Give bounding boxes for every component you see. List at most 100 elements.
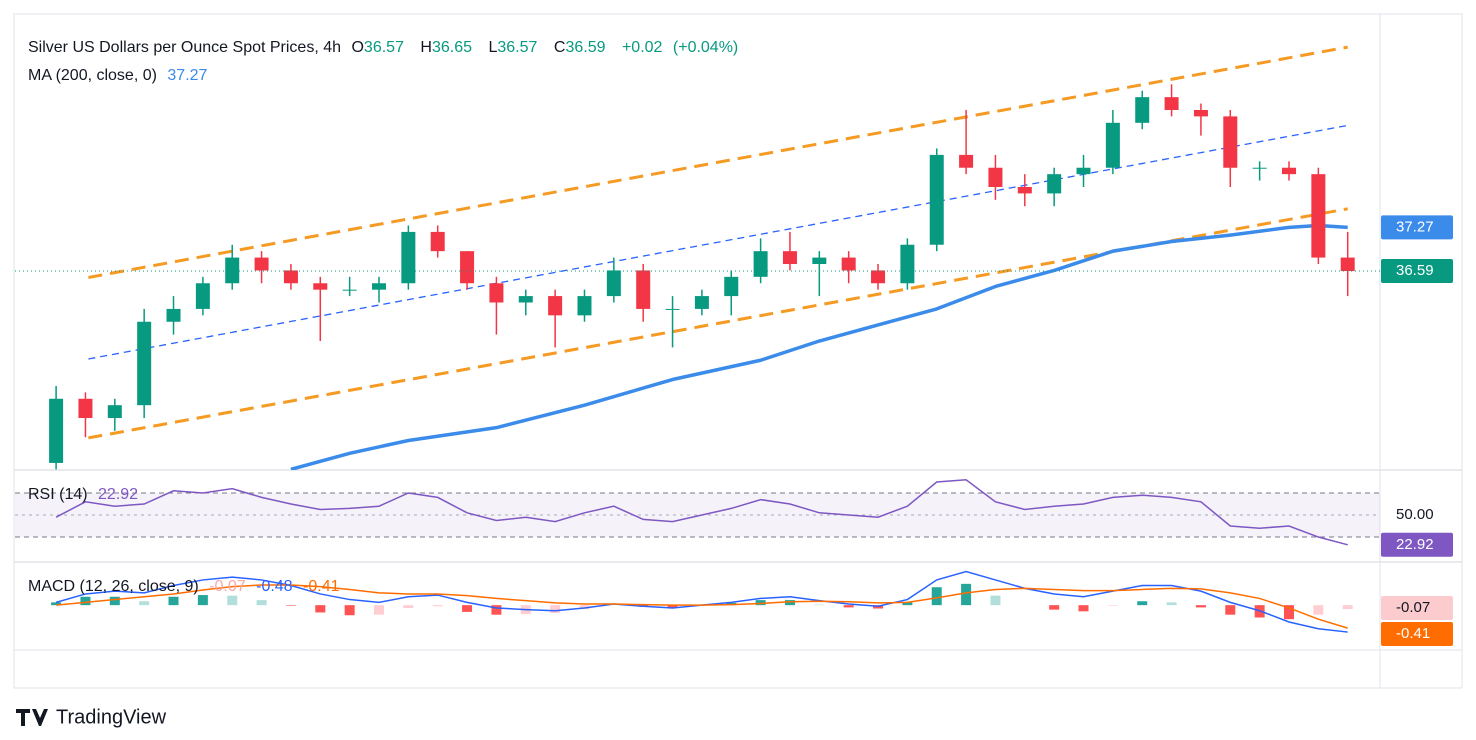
candle-body (107, 405, 122, 419)
histogram-bar (197, 595, 208, 606)
candle-body (1017, 186, 1032, 194)
candle-body (1252, 167, 1267, 169)
candle-body (489, 283, 504, 303)
histogram-bar (432, 605, 443, 607)
ma-name: MA (200, close, 0) (28, 67, 157, 84)
hist-value: -0.07 (209, 578, 246, 595)
candle-body (518, 296, 533, 303)
candle-body (1047, 174, 1062, 194)
trend-line (88, 45, 1348, 279)
candle-body (959, 154, 974, 168)
histogram-bar (344, 605, 355, 616)
rsi-line (55, 479, 1348, 546)
ohlc-close: C36.59 (554, 39, 612, 56)
candle-body (254, 257, 269, 271)
candle-body (166, 308, 181, 322)
histogram-bar (843, 605, 854, 608)
histogram-bar (491, 605, 502, 615)
candle-body (225, 257, 240, 284)
candle-body (577, 296, 592, 316)
value: 36.65 (431, 39, 473, 56)
histogram-bar (374, 605, 384, 615)
histogram-bar (51, 602, 62, 606)
candle-body (753, 251, 768, 277)
histogram-bar (990, 595, 1001, 606)
histogram-bar (80, 596, 91, 606)
trend-line (88, 124, 1348, 360)
ohlc-low: L36.57 (488, 39, 543, 56)
candle-body (606, 270, 621, 297)
histogram-bar (1137, 601, 1148, 606)
label: L (488, 39, 498, 56)
histogram-bar (109, 596, 120, 606)
candle-body (841, 257, 856, 271)
rsi-name: RSI (14) (28, 486, 88, 503)
histogram-bar (1313, 605, 1324, 615)
candle-body (137, 321, 152, 406)
hist-tag: -0.07 (1396, 599, 1430, 616)
histogram-bar (256, 600, 267, 606)
histogram-bar (1166, 602, 1177, 606)
value: 36.57 (497, 39, 538, 56)
label: C (553, 39, 566, 56)
histogram-bar (550, 605, 561, 614)
price-legend: Silver US Dollars per Ounce Spot Prices,… (28, 39, 744, 57)
axes: 37.27 36.59 50.00 22.92 -0.07 -0.41 (1381, 215, 1453, 646)
histogram-bar (403, 605, 414, 608)
ma-legend: MA (200, close, 0) 37.27 (28, 67, 213, 85)
change: +0.02 (621, 39, 663, 56)
histogram-bar (1078, 605, 1089, 612)
rsi-tag-bg (1381, 532, 1453, 557)
histogram-bar (579, 605, 590, 610)
signal-tag: -0.41 (1396, 625, 1430, 642)
candle-body (1135, 97, 1150, 123)
change-pct: (+0.04%) (672, 39, 739, 56)
histogram-bar (1195, 605, 1206, 608)
candle-body (401, 231, 416, 284)
price-tag-bg (1381, 259, 1453, 284)
signal-tag-bg (1381, 622, 1453, 646)
candle-body (372, 283, 386, 290)
histogram-bar (227, 595, 238, 606)
signal-line (56, 584, 1348, 629)
candle-body (665, 308, 680, 310)
rsi-tag: 22.92 (1396, 536, 1434, 553)
candle-body (782, 251, 797, 264)
macd-panel (51, 570, 1353, 633)
candle-body (724, 276, 739, 297)
histogram-bar (961, 583, 972, 606)
histogram-bar (1049, 605, 1060, 610)
macd-name: MACD (12, 26, close, 9) (28, 578, 199, 595)
candle-body (1193, 109, 1208, 117)
ohlc-open: O36.57 (351, 39, 410, 56)
candle-body (1340, 257, 1355, 272)
value: 36.57 (363, 39, 404, 56)
label: O (351, 39, 364, 56)
candle-body (78, 398, 93, 419)
candle-body (313, 283, 328, 290)
histogram-bar (667, 605, 678, 608)
histogram-bar (931, 587, 942, 606)
rsi-legend: RSI (14) 22.92 (28, 486, 144, 504)
histogram-bar (168, 596, 179, 606)
macd-legend: MACD (12, 26, close, 9) -0.07 -0.48 -0.4… (28, 578, 346, 596)
ma-tag: 37.27 (1396, 218, 1434, 235)
candle-body (460, 251, 475, 284)
candle-body (1223, 116, 1238, 168)
candle-body (1076, 167, 1091, 175)
candle-body (694, 296, 709, 309)
histogram-bar (139, 601, 150, 606)
candle-body (49, 398, 64, 463)
logo-mark (16, 709, 48, 726)
candle-body (812, 257, 827, 264)
macd-value: -0.48 (256, 578, 293, 595)
candle-body (871, 270, 886, 284)
histogram-bar (1107, 605, 1118, 606)
ma-tag-bg (1381, 215, 1453, 240)
histogram-bar (784, 600, 795, 606)
candle-body (1105, 122, 1120, 168)
candle-body (283, 270, 298, 284)
ohlc-high: H36.65 (420, 39, 478, 56)
